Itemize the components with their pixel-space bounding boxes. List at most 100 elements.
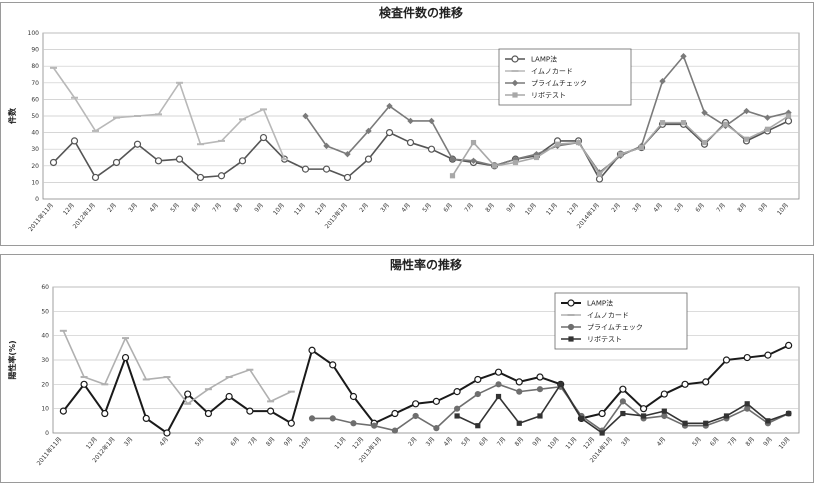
- series-line: [62, 330, 292, 405]
- x-tick-label: 10月: [272, 202, 286, 217]
- series-line: [52, 67, 286, 160]
- data-point: [599, 430, 605, 436]
- legend-marker: [567, 323, 575, 331]
- data-point: [371, 422, 378, 429]
- legend-marker: [512, 92, 518, 98]
- data-point: [474, 375, 482, 384]
- data-point: [121, 353, 130, 362]
- data-point: [784, 117, 793, 125]
- data-point: [204, 409, 213, 418]
- legend-entry: リボテスト: [587, 336, 622, 344]
- chart-panel-inspections: 検査件数の推移 0 10 20 30 40 50 60 70 80 90 100 件数 2011年11月 1…: [0, 2, 814, 246]
- x-tick-label: 3月: [425, 436, 437, 448]
- data-point: [246, 407, 254, 415]
- data-point: [301, 165, 310, 173]
- data-point: [364, 155, 373, 163]
- data-point: [536, 386, 544, 393]
- data-point: [323, 142, 330, 150]
- x-tick-label: 7月: [496, 436, 508, 448]
- data-point: [619, 398, 626, 405]
- data-point: [184, 390, 192, 398]
- y-tick-label: 0: [35, 196, 39, 203]
- x-tick-label: 11月: [564, 436, 578, 451]
- data-point: [722, 121, 729, 127]
- x-tick-label: 4月: [158, 436, 170, 448]
- data-point: [238, 157, 247, 165]
- data-point: [598, 409, 606, 418]
- x-tick-label: 5月: [194, 436, 206, 448]
- data-point: [407, 117, 414, 125]
- x-tick-label: 12月: [351, 436, 365, 451]
- x-tick-label: 3月: [379, 202, 391, 214]
- data-point: [703, 420, 709, 426]
- legend-entry: リボテスト: [531, 92, 566, 100]
- x-tick-label: 6月: [694, 202, 706, 214]
- data-point: [391, 409, 399, 418]
- x-tick-label: 10月: [547, 436, 561, 451]
- data-point: [329, 361, 337, 369]
- x-tick-label: 8月: [736, 202, 748, 214]
- data-point: [702, 378, 710, 386]
- data-point: [554, 141, 561, 147]
- data-point: [322, 165, 331, 173]
- x-tick-label: 11月: [333, 436, 347, 451]
- legend-marker: [568, 336, 574, 342]
- x-tick-label: 4月: [656, 436, 668, 448]
- data-point: [743, 353, 751, 362]
- x-tick-label: 10月: [524, 202, 538, 217]
- data-point: [723, 413, 730, 419]
- x-tick-label: 4月: [652, 202, 664, 214]
- x-tick-label: 2011年11月: [35, 435, 64, 467]
- legend-marker: [511, 55, 519, 63]
- data-point: [308, 346, 316, 354]
- data-point: [59, 407, 67, 415]
- data-point: [163, 429, 171, 437]
- data-point: [491, 163, 498, 169]
- y-tick-label: 30: [41, 357, 49, 364]
- x-tick-label: 2月: [106, 202, 118, 214]
- data-point: [701, 139, 708, 146]
- data-point: [495, 393, 502, 400]
- data-point: [575, 139, 582, 146]
- chart-title: 検査件数の推移: [379, 5, 463, 20]
- y-tick-label: 20: [31, 163, 39, 170]
- data-point: [428, 117, 435, 125]
- data-point: [558, 381, 564, 387]
- x-tick-label: 5月: [691, 436, 703, 448]
- data-point: [764, 114, 771, 121]
- y-tick-label: 40: [31, 130, 39, 137]
- data-point: [80, 380, 88, 388]
- data-point: [391, 427, 399, 434]
- data-point: [259, 133, 268, 142]
- data-point: [680, 53, 687, 60]
- x-tick-label: 7月: [247, 436, 259, 448]
- data-point: [595, 175, 604, 183]
- legend-entry: イムノカード: [587, 312, 629, 320]
- data-point: [661, 408, 667, 414]
- data-point: [682, 420, 688, 426]
- data-point: [494, 368, 503, 376]
- data-point: [142, 414, 150, 422]
- x-tick-label: 5月: [460, 436, 472, 448]
- y-tick-label: 10: [41, 406, 49, 413]
- data-point: [495, 381, 502, 388]
- y-tick-label: 30: [31, 146, 39, 153]
- series-1: [59, 341, 793, 437]
- data-point: [386, 102, 393, 110]
- y-tick-label: 10: [31, 179, 39, 186]
- x-tick-label: 11月: [293, 202, 307, 217]
- data-point: [743, 107, 750, 115]
- data-point: [449, 173, 456, 179]
- x-tick-label: 5月: [421, 202, 433, 214]
- data-point: [412, 412, 419, 420]
- x-tick-label: 6月: [478, 436, 490, 448]
- x-tick-label: 7月: [715, 202, 727, 214]
- data-point: [764, 126, 771, 132]
- x-tick-label: 9月: [283, 436, 295, 448]
- y-axis-label: 件数: [7, 107, 17, 124]
- data-point: [432, 397, 440, 405]
- x-tick-label: 4月: [400, 202, 412, 214]
- data-point: [49, 158, 58, 167]
- x-tick-label: 3月: [631, 202, 643, 214]
